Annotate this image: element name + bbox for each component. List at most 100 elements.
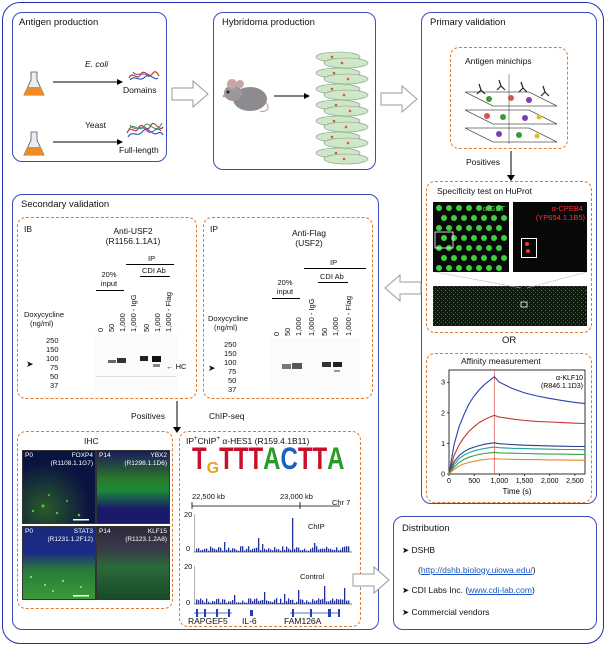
chip-sup: + — [194, 436, 198, 443]
read-density-bar — [236, 550, 238, 552]
read-density-bar — [342, 599, 344, 604]
ib-lane-label: 1,000 - Flag — [164, 291, 173, 332]
chip-title-chip: ChIP — [197, 436, 217, 446]
ip-doxy-2: (ng/ml) — [214, 323, 238, 332]
motif-letter: T — [233, 441, 249, 477]
secondary-validation-panel: Secondary validation IB Anti-USF2 (R1156… — [12, 194, 379, 630]
read-density-bar — [332, 598, 334, 604]
gene-track — [194, 609, 340, 617]
specificity-title: Specificity test on HuProt — [437, 186, 532, 196]
cdi-suffix: ) — [531, 585, 535, 595]
read-density-bar — [308, 601, 310, 604]
chip-title-antibody: α-HES1 (R159.4.1B11) — [219, 436, 310, 446]
read-density-bar — [292, 518, 294, 552]
cpeb4-label-2: (YP654.1.1B5) — [535, 213, 585, 222]
ihc-box: IHC P0 FOXP4 (R1108.1.1G7) P14 YBX2 (R12… — [17, 431, 173, 609]
read-density-bar — [226, 602, 228, 604]
read-density-bar — [294, 548, 296, 552]
read-density-bar — [244, 550, 246, 552]
series-line-green — [448, 451, 585, 475]
ihc-image-foxp4: P0 FOXP4 (R1108.1.1G7) — [22, 450, 96, 524]
chip-title-ip: IP — [186, 436, 195, 446]
ib-marker: 75 — [50, 363, 59, 372]
motif-letter: T — [248, 441, 264, 477]
flask-icon — [23, 71, 45, 96]
read-density-bar — [210, 546, 212, 552]
domains-label: Domains — [123, 85, 157, 95]
hollow-arrow-right — [380, 85, 418, 113]
read-density-bar — [212, 600, 214, 604]
cpeb4-array-image: α-CPEB4 (YP654.1.1B5) — [513, 202, 587, 272]
minichips-box: Antigen minichips — [450, 47, 568, 149]
ib-input-1: 20% — [101, 270, 117, 279]
hollow-arrow-right — [171, 80, 209, 108]
chip-sup: + — [216, 436, 220, 443]
read-density-bar — [228, 547, 230, 552]
read-density-bar — [322, 548, 324, 552]
read-density-bar — [238, 550, 240, 552]
read-density-bar — [262, 599, 264, 604]
read-density-bar — [244, 602, 246, 604]
arrow-ecoli — [53, 79, 123, 85]
read-density-bar — [286, 546, 288, 552]
ip-input-1: 20% — [277, 278, 293, 287]
dist-link-dshb[interactable]: (http://dshb.biology.uiowa.edu/) — [418, 565, 536, 575]
ib-box: IB Anti-USF2 (R1156.1.1A1) IP 20% input … — [17, 217, 197, 399]
read-density-bar — [262, 544, 264, 552]
ihc-image-klf15: P14 KLF15 (R1123.1.2A8) — [96, 526, 170, 600]
read-density-bar — [282, 546, 284, 552]
read-density-bar — [288, 548, 290, 552]
ib-antibody: Anti-USF2 — [113, 226, 153, 236]
read-density-bar — [256, 598, 258, 604]
affinity-title: Affinity measurement — [461, 356, 541, 366]
ip-doxy-1: Doxycycline — [208, 314, 249, 323]
flask-icon — [23, 131, 45, 156]
read-density-bar — [302, 549, 304, 552]
cdi-prefix: CDI Labs Inc. ( — [411, 585, 469, 595]
read-density-bar — [218, 598, 220, 604]
read-density-bar — [310, 548, 312, 552]
read-density-bar — [334, 549, 336, 552]
read-density-bar — [312, 599, 314, 604]
motif-letter: T — [192, 441, 207, 477]
secondary-title: Secondary validation — [21, 199, 110, 210]
read-density-bar — [222, 599, 224, 604]
read-density-bar — [348, 546, 350, 552]
read-density-bar — [250, 550, 252, 552]
read-density-bar — [256, 547, 258, 552]
read-density-bar — [198, 548, 200, 552]
gene-label: RAPGEF5 — [188, 616, 228, 626]
motif-letter: A — [263, 441, 281, 477]
read-density-bar — [202, 600, 204, 604]
y-tick-label: 1 — [441, 441, 445, 448]
read-density-bar — [230, 601, 232, 604]
motif-logo: TGTTTACTTA — [192, 442, 345, 480]
affinity-chart: 0 1 2 3 0 500 1,000 1,500 2,000 2,500 α-KLF10(R846… — [441, 369, 586, 496]
y-tick-label: 2 — [441, 410, 445, 417]
dshb-link[interactable]: http://dshb.biology.uiowa.edu/ — [420, 565, 533, 575]
read-density-bar — [304, 548, 306, 552]
motif-letter: T — [297, 441, 313, 477]
positives-label: Positives — [466, 157, 501, 167]
read-density-bar — [248, 598, 250, 604]
read-density-bar — [268, 548, 270, 552]
cpeb4-spot-box — [521, 238, 537, 258]
ib-lane-label: 1,000 - IgG — [129, 294, 138, 332]
ip-cdi-label: CDI Ab — [320, 272, 344, 281]
read-density-bar — [204, 602, 206, 604]
ihc-gene: KLF15 — [147, 528, 167, 535]
track1-label: ChIP — [308, 522, 325, 531]
ib-lane-label: 50 — [142, 323, 151, 332]
read-density-bar — [316, 600, 318, 604]
read-density-bar — [290, 549, 292, 552]
cdi-link[interactable]: www.cdi-lab.com — [468, 585, 532, 595]
read-density-bar — [272, 550, 274, 552]
read-density-bar — [216, 599, 218, 604]
zoom-lines — [434, 272, 588, 289]
read-density-bar — [340, 599, 342, 604]
dist-item-cdi: ➤ CDI Labs Inc. (www.cdi-lab.com) — [402, 585, 535, 595]
hc-label: ← HC — [166, 362, 187, 371]
read-density-bar — [344, 588, 346, 604]
read-density-bar — [238, 602, 240, 604]
read-density-bar — [292, 599, 294, 604]
